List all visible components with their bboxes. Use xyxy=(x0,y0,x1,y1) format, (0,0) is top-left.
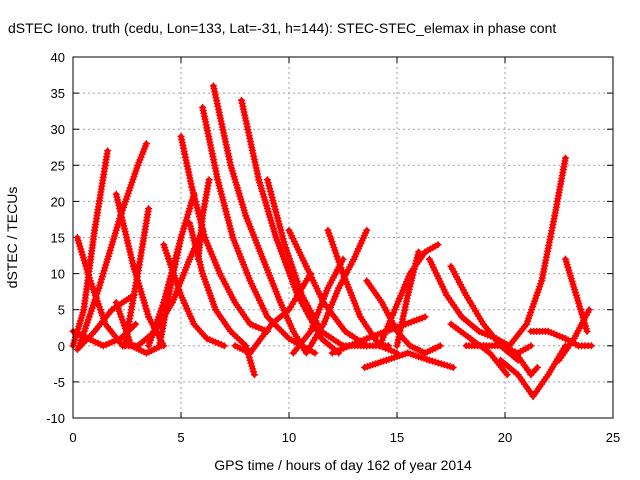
data-point-marker xyxy=(527,342,535,350)
series-24 xyxy=(324,226,401,357)
series-35 xyxy=(505,154,569,350)
y-axis-label: dSTEC / TECUs xyxy=(4,187,20,289)
series-12 xyxy=(160,241,228,350)
series-36 xyxy=(512,349,541,379)
data-point-marker xyxy=(363,226,371,234)
series-23 xyxy=(307,226,371,350)
x-axis-label: GPS time / hours of day 162 of year 2014 xyxy=(214,457,472,473)
x-tick-label: 0 xyxy=(69,430,76,445)
data-point-marker xyxy=(585,306,593,314)
series-4 xyxy=(73,291,137,353)
series-8 xyxy=(121,205,153,350)
series-16 xyxy=(199,104,319,357)
x-tick-label: 10 xyxy=(282,430,296,445)
tick-layer: 0 5 10 15 20 25 -10 -5 0 5 10 15 20 25 30 35 40 xyxy=(46,50,620,445)
data-point-marker xyxy=(311,349,319,357)
series-15 xyxy=(194,176,213,263)
series-5 xyxy=(75,140,150,350)
y-tick-label: 40 xyxy=(51,50,65,65)
series-layer xyxy=(69,82,595,400)
x-tick-label: 20 xyxy=(498,430,512,445)
data-point-marker xyxy=(220,342,228,350)
data-point-marker xyxy=(250,371,258,379)
data-point-marker xyxy=(421,313,429,321)
y-tick-label: 5 xyxy=(58,303,65,318)
plot-frame xyxy=(72,56,614,419)
y-tick-label: 10 xyxy=(51,267,65,282)
x-tick-label: 5 xyxy=(177,430,184,445)
y-tick-label: 30 xyxy=(51,122,65,137)
data-point-marker xyxy=(302,349,310,357)
y-tick-label: -10 xyxy=(46,411,65,426)
data-point-marker xyxy=(132,320,140,328)
series-26 xyxy=(361,349,457,371)
data-point-marker xyxy=(434,241,442,249)
series-33 xyxy=(462,342,535,357)
y-tick-label: 35 xyxy=(51,86,65,101)
y-tick-label: 15 xyxy=(51,231,65,246)
chart-title: dSTEC Iono. truth (cedu, Lon=133, Lat=-3… xyxy=(8,20,556,36)
x-tick-label: 25 xyxy=(606,430,620,445)
data-point-marker xyxy=(142,140,150,148)
data-point-marker xyxy=(503,371,511,379)
data-point-marker xyxy=(449,363,457,371)
series-line xyxy=(239,97,342,356)
data-point-marker xyxy=(583,327,591,335)
y-tick-label: 20 xyxy=(51,194,65,209)
series-38 xyxy=(561,255,591,335)
data-point-marker xyxy=(561,154,569,162)
data-point-marker xyxy=(177,234,185,241)
data-point-marker xyxy=(104,147,112,155)
grid-layer xyxy=(73,57,613,418)
y-tick-label: 0 xyxy=(58,339,65,354)
data-point-marker xyxy=(533,363,541,371)
x-tick-label: 15 xyxy=(390,430,404,445)
data-point-marker xyxy=(587,342,595,350)
series-39 xyxy=(555,306,593,364)
series-29 xyxy=(393,248,423,350)
data-point-marker xyxy=(205,176,213,184)
data-point-marker xyxy=(415,248,423,256)
series-line xyxy=(506,155,568,349)
series-37 xyxy=(527,327,595,350)
data-point-marker xyxy=(436,342,444,350)
y-tick-label: -5 xyxy=(53,375,65,390)
data-point-marker xyxy=(145,205,153,213)
series-18 xyxy=(237,96,343,357)
series-17 xyxy=(209,82,310,357)
series-34 xyxy=(497,342,569,400)
y-tick-label: 25 xyxy=(51,158,65,173)
